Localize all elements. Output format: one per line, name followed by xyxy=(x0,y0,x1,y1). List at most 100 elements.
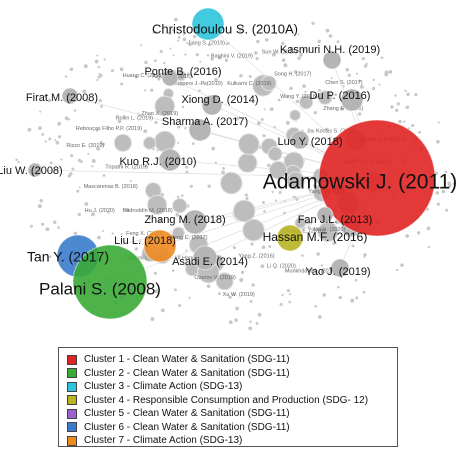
dot xyxy=(396,268,399,272)
dot xyxy=(152,31,155,34)
dot xyxy=(378,83,381,86)
dot xyxy=(354,278,358,282)
node-label: Du P. (2016) xyxy=(310,90,371,102)
node xyxy=(220,171,243,195)
dot xyxy=(71,167,75,171)
dot xyxy=(218,292,221,296)
dot xyxy=(125,207,130,212)
legend-swatch xyxy=(67,422,77,433)
dot xyxy=(342,85,345,88)
node xyxy=(268,160,288,180)
node xyxy=(340,88,364,112)
dot xyxy=(154,31,157,34)
node xyxy=(232,199,256,223)
node xyxy=(143,229,177,263)
dot xyxy=(232,293,236,296)
dot xyxy=(218,70,221,73)
dot xyxy=(57,226,60,229)
dot xyxy=(359,84,364,89)
dot xyxy=(221,170,225,175)
dot xyxy=(60,158,63,161)
node-label: Kasmuri N.H. (2019) xyxy=(280,44,380,56)
node-label: Hassan M.F. (2016) xyxy=(263,230,368,244)
node xyxy=(182,209,208,235)
dot xyxy=(254,51,258,55)
dot xyxy=(307,226,312,230)
dot xyxy=(240,270,245,274)
node xyxy=(290,130,310,150)
dot xyxy=(320,264,324,267)
node-label: Song H. (2017) xyxy=(274,72,311,78)
dot xyxy=(48,137,52,141)
node-label: Sharma A. (2017) xyxy=(162,116,248,128)
dot xyxy=(143,129,148,134)
dot xyxy=(70,154,74,158)
node xyxy=(192,245,218,271)
dot xyxy=(171,269,175,272)
legend-swatch xyxy=(67,408,77,419)
dot xyxy=(98,98,102,103)
dot xyxy=(169,47,172,50)
dot xyxy=(435,191,439,195)
dot xyxy=(288,292,292,296)
dot xyxy=(41,132,45,136)
dot xyxy=(318,89,321,92)
node-label: Ozerov V. (2019) xyxy=(194,275,236,281)
dot xyxy=(244,193,248,197)
dot xyxy=(174,17,178,22)
node xyxy=(316,206,334,224)
dot xyxy=(102,229,105,232)
dot xyxy=(307,128,311,132)
node xyxy=(171,226,185,240)
dot xyxy=(150,317,155,322)
dot xyxy=(332,241,336,245)
dot xyxy=(139,240,142,243)
node xyxy=(260,75,277,92)
dot xyxy=(67,174,72,178)
dot xyxy=(163,61,166,65)
dot xyxy=(314,304,318,308)
dot xyxy=(119,67,124,72)
node-label: Christodoulou S. (2010A) xyxy=(152,21,298,36)
dot xyxy=(390,105,394,109)
dot xyxy=(41,222,45,226)
dot xyxy=(239,74,243,78)
dot xyxy=(405,105,410,109)
dot xyxy=(264,38,269,42)
dot xyxy=(195,52,199,57)
dot xyxy=(188,43,192,47)
dot xyxy=(150,88,154,92)
node-label: Zhang R. (2016) xyxy=(323,106,363,112)
dot xyxy=(302,48,306,52)
legend-item: Cluster 5 - Clean Water & Sanitation (SD… xyxy=(67,407,397,421)
node-label: Chen S. (2017) xyxy=(325,80,362,86)
dot xyxy=(153,59,157,63)
legend-item: Cluster 2 - Clean Water & Sanitation (SD… xyxy=(67,367,397,381)
dot xyxy=(311,21,315,26)
dot xyxy=(249,320,252,324)
dot xyxy=(44,94,47,98)
node-label: Kulkarni C. (2018) xyxy=(227,81,271,87)
dot xyxy=(271,190,274,194)
node-label: Ma H. (2020) xyxy=(313,227,345,233)
dot xyxy=(273,125,276,129)
dot xyxy=(168,31,172,35)
dot xyxy=(191,142,195,146)
dot xyxy=(17,160,20,164)
dot xyxy=(84,202,89,206)
dot xyxy=(77,212,81,217)
dot xyxy=(27,127,32,132)
dot xyxy=(210,57,214,61)
dot xyxy=(186,72,190,76)
node xyxy=(61,87,79,105)
node-label: Nanni L. (2019) xyxy=(129,256,167,262)
dot xyxy=(159,49,163,54)
node xyxy=(330,258,350,278)
dot xyxy=(337,285,340,289)
node-label: Wang Y. (2016) xyxy=(280,94,318,100)
dot xyxy=(192,34,197,39)
dot xyxy=(83,64,88,69)
dot xyxy=(228,295,231,299)
node xyxy=(317,90,333,106)
node xyxy=(276,224,304,252)
